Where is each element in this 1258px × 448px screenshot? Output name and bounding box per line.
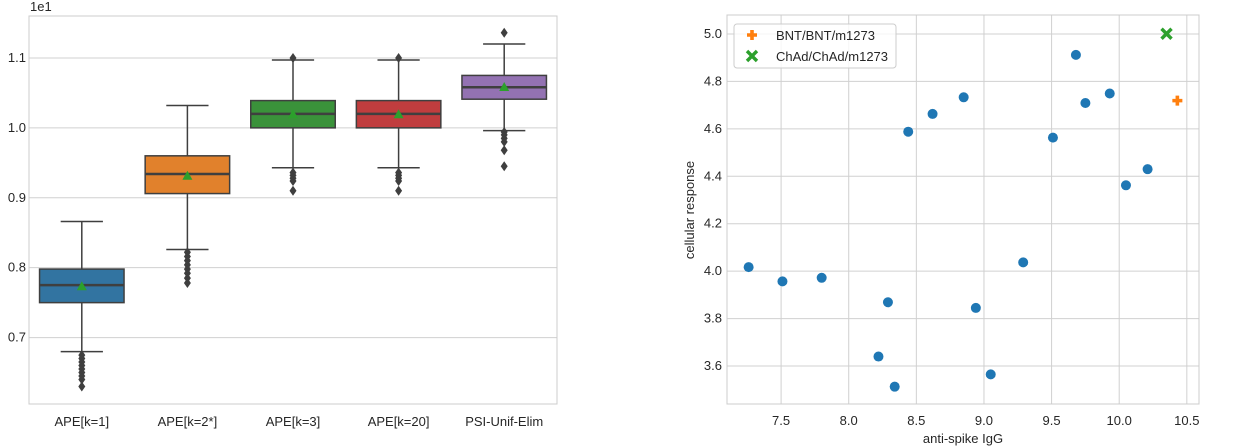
box-3 bbox=[250, 52, 336, 196]
y-tick-label: 3.8 bbox=[704, 311, 722, 326]
outlier-point bbox=[289, 185, 297, 196]
y-tick-label: 1.0 bbox=[8, 120, 26, 135]
scatter-point bbox=[889, 381, 900, 392]
y-offset-label: 1e1 bbox=[30, 0, 52, 14]
legend-marker bbox=[747, 30, 757, 40]
scatter-point bbox=[985, 369, 996, 380]
y-tick-label: 0.9 bbox=[8, 190, 26, 205]
x-tick-label: 7.5 bbox=[772, 413, 790, 428]
box-4 bbox=[355, 52, 442, 196]
outlier-point bbox=[500, 127, 508, 138]
legend-frame bbox=[733, 23, 897, 69]
mean-marker bbox=[182, 170, 193, 180]
y-tick-label: 1.1 bbox=[8, 50, 26, 65]
y-tick-label: 4.4 bbox=[704, 168, 722, 183]
boxplot-chart: 1e1 0.7 0.8 0.9 1.0 1.1 APE[k=1] APE[k=2*] APE[… bbox=[8, 0, 558, 429]
x-tick-label: APE[k=20] bbox=[368, 414, 430, 429]
outlier-point bbox=[78, 381, 86, 392]
scatter-point bbox=[1120, 180, 1131, 191]
plot-frame bbox=[726, 14, 1200, 405]
scatter-point bbox=[903, 126, 914, 137]
x-tick-label: PSI-Unif-Elim bbox=[465, 414, 543, 429]
mean-marker bbox=[288, 109, 298, 119]
x-tick-label: APE[k=1] bbox=[55, 414, 110, 429]
x-tick-label: 9.5 bbox=[1043, 413, 1061, 428]
scatter-point bbox=[882, 297, 893, 308]
mean-marker bbox=[499, 82, 510, 92]
outlier-point bbox=[395, 52, 403, 63]
y-tick-label: 0.8 bbox=[8, 260, 26, 275]
outlier-point bbox=[395, 185, 403, 196]
box-2 bbox=[144, 104, 231, 289]
y-tick-label: 4.8 bbox=[704, 73, 722, 88]
scatter-point bbox=[1047, 132, 1058, 143]
scatter-point bbox=[1080, 97, 1091, 108]
x-tick-label: APE[k=3] bbox=[266, 414, 321, 429]
x-tick-label: 8.5 bbox=[907, 413, 925, 428]
scatter-point bbox=[958, 92, 969, 103]
outlier-point bbox=[78, 350, 86, 361]
legend-label: BNT/BNT/m1273 bbox=[776, 28, 875, 43]
plot-frame bbox=[28, 15, 558, 405]
outlier-point bbox=[289, 167, 297, 178]
outlier-point bbox=[395, 167, 403, 178]
scatter-point bbox=[927, 108, 938, 119]
scatter-point bbox=[1142, 164, 1153, 175]
scatter-point bbox=[777, 276, 788, 287]
legend-marker bbox=[745, 49, 759, 63]
scatter-point bbox=[1172, 95, 1183, 106]
x-tick-label: APE[k=2*] bbox=[158, 414, 218, 429]
outlier-point bbox=[500, 161, 508, 172]
outlier-point bbox=[500, 27, 508, 38]
x-tick-label: 10.0 bbox=[1107, 413, 1132, 428]
scatter-point bbox=[743, 262, 754, 273]
y-tick-label: 4.6 bbox=[704, 121, 722, 136]
y-tick-label: 5.0 bbox=[704, 26, 722, 41]
y-tick-label: 3.6 bbox=[704, 358, 722, 373]
mean-marker bbox=[76, 281, 87, 291]
scatter-point bbox=[1070, 49, 1081, 60]
scatter-point bbox=[1104, 88, 1115, 99]
x-tick-label: 9.0 bbox=[975, 413, 993, 428]
x-axis-label: anti-spike IgG bbox=[923, 431, 1003, 446]
outlier-point bbox=[289, 52, 297, 63]
box-5 bbox=[461, 27, 548, 172]
scatter-point bbox=[1018, 257, 1029, 268]
box-1 bbox=[38, 220, 125, 392]
x-tick-label: 10.5 bbox=[1174, 413, 1199, 428]
mean-marker bbox=[393, 109, 404, 119]
scatter-chart: anti-spike IgG cellular response 7.5 8.0 8… bbox=[682, 14, 1200, 446]
outlier-point bbox=[500, 145, 508, 156]
scatter-point bbox=[816, 272, 827, 283]
legend-label: ChAd/ChAd/m1273 bbox=[776, 49, 888, 64]
y-tick-label: 0.7 bbox=[8, 330, 26, 345]
y-axis-label: cellular response bbox=[682, 161, 697, 259]
x-tick-label: 8.0 bbox=[840, 413, 858, 428]
y-tick-label: 4.2 bbox=[704, 216, 722, 231]
outlier-point bbox=[183, 247, 191, 258]
scatter-point bbox=[970, 302, 981, 313]
scatter-point bbox=[1160, 27, 1173, 40]
scatter-point bbox=[873, 351, 884, 362]
legend: BNT/BNT/m1273 ChAd/ChAd/m1273 bbox=[733, 23, 897, 69]
y-tick-label: 4.0 bbox=[704, 263, 722, 278]
